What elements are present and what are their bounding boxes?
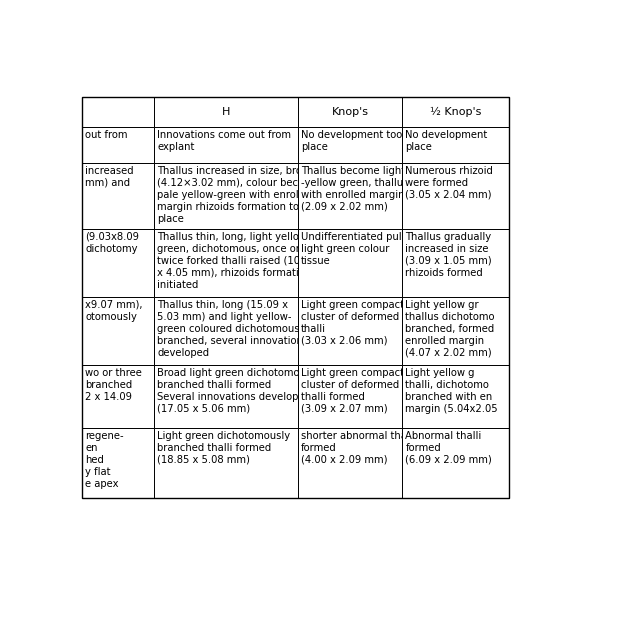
Text: Innovations come out from
explant: Innovations come out from explant [157,130,291,152]
Text: H: H [222,107,230,116]
Bar [83,428,154,498]
Bar [83,97,154,127]
Bar [154,228,298,296]
Bar [403,228,509,296]
Bar [403,428,509,498]
Bar [154,365,298,428]
Bar [403,365,509,428]
Bar [298,228,403,296]
Bar [83,97,509,498]
Text: Thallus increased in size, broad
(4.12×3.02 mm), colour become
pale yellow-green: Thallus increased in size, broad (4.12×3… [157,166,320,224]
Bar [403,127,509,163]
Bar [403,163,509,228]
Bar [403,97,509,127]
Text: Light green compact
cluster of deformed
thalli
(3.03 x 2.06 mm): Light green compact cluster of deformed … [301,300,404,346]
Text: Thallus thin, long (15.09 x
5.03 mm) and light yellow-
green coloured dichotomou: Thallus thin, long (15.09 x 5.03 mm) and… [157,300,308,358]
Text: Knop's: Knop's [332,107,369,116]
Text: Light green dichotomously
branched thalli formed
(18.85 x 5.08 mm): Light green dichotomously branched thall… [157,431,291,465]
Bar [154,127,298,163]
Bar [298,97,403,127]
Text: Numerous rhizoid
were formed
(3.05 x 2.04 mm): Numerous rhizoid were formed (3.05 x 2.0… [405,166,493,200]
Text: Abnormal thalli
formed
(6.09 x 2.09 mm): Abnormal thalli formed (6.09 x 2.09 mm) [405,431,492,465]
Bar [403,296,509,365]
Text: Light yellow gr
thallus dichotomo
branched, formed
enrolled margin
(4.07 x 2.02 : Light yellow gr thallus dichotomo branch… [405,300,495,358]
Bar [298,428,403,498]
Text: x9.07 mm),
otomously: x9.07 mm), otomously [86,300,143,321]
Text: Light green compact
cluster of deformed
thalli formed
(3.09 x 2.07 mm): Light green compact cluster of deformed … [301,367,404,413]
Text: (9.03x8.09
dichotomy: (9.03x8.09 dichotomy [86,232,140,253]
Text: Undifferentiated pulpy
light green colour
tissue: Undifferentiated pulpy light green colou… [301,232,414,266]
Text: wo or three
branched
2 x 14.09: wo or three branched 2 x 14.09 [86,367,142,401]
Text: Thallus gradually
increased in size
(3.09 x 1.05 mm)
rhizoids formed: Thallus gradually increased in size (3.0… [405,232,492,278]
Bar [154,296,298,365]
Text: Thallus become light
-yellow green, thallus
with enrolled margin
(2.09 x 2.02 mm: Thallus become light -yellow green, thal… [301,166,408,212]
Bar [154,97,298,127]
Bar [154,163,298,228]
Bar [83,127,154,163]
Bar [154,428,298,498]
Text: increased
mm) and: increased mm) and [86,166,134,188]
Text: ½ Knop's: ½ Knop's [430,107,481,117]
Text: Light yellow g
thalli, dichotomo
branched with en
margin (5.04x2.05: Light yellow g thalli, dichotomo branche… [405,367,498,413]
Text: No development took
place: No development took place [301,130,408,152]
Bar [83,163,154,228]
Text: Thallus thin, long, light yellow-
green, dichotomous, once or
twice forked thall: Thallus thin, long, light yellow- green,… [157,232,316,289]
Bar [298,296,403,365]
Text: Broad light green dichotomously
branched thalli formed
Several innovations devel: Broad light green dichotomously branched… [157,367,320,413]
Bar [298,365,403,428]
Bar [83,296,154,365]
Text: shorter abnormal thalli
formed
(4.00 x 2.09 mm): shorter abnormal thalli formed (4.00 x 2… [301,431,416,465]
Text: out from: out from [86,130,128,140]
Bar [83,228,154,296]
Text: regene-
en
hed
y flat
e apex: regene- en hed y flat e apex [86,431,124,488]
Bar [83,365,154,428]
Bar [298,163,403,228]
Text: No development
place: No development place [405,130,488,152]
Bar [298,127,403,163]
